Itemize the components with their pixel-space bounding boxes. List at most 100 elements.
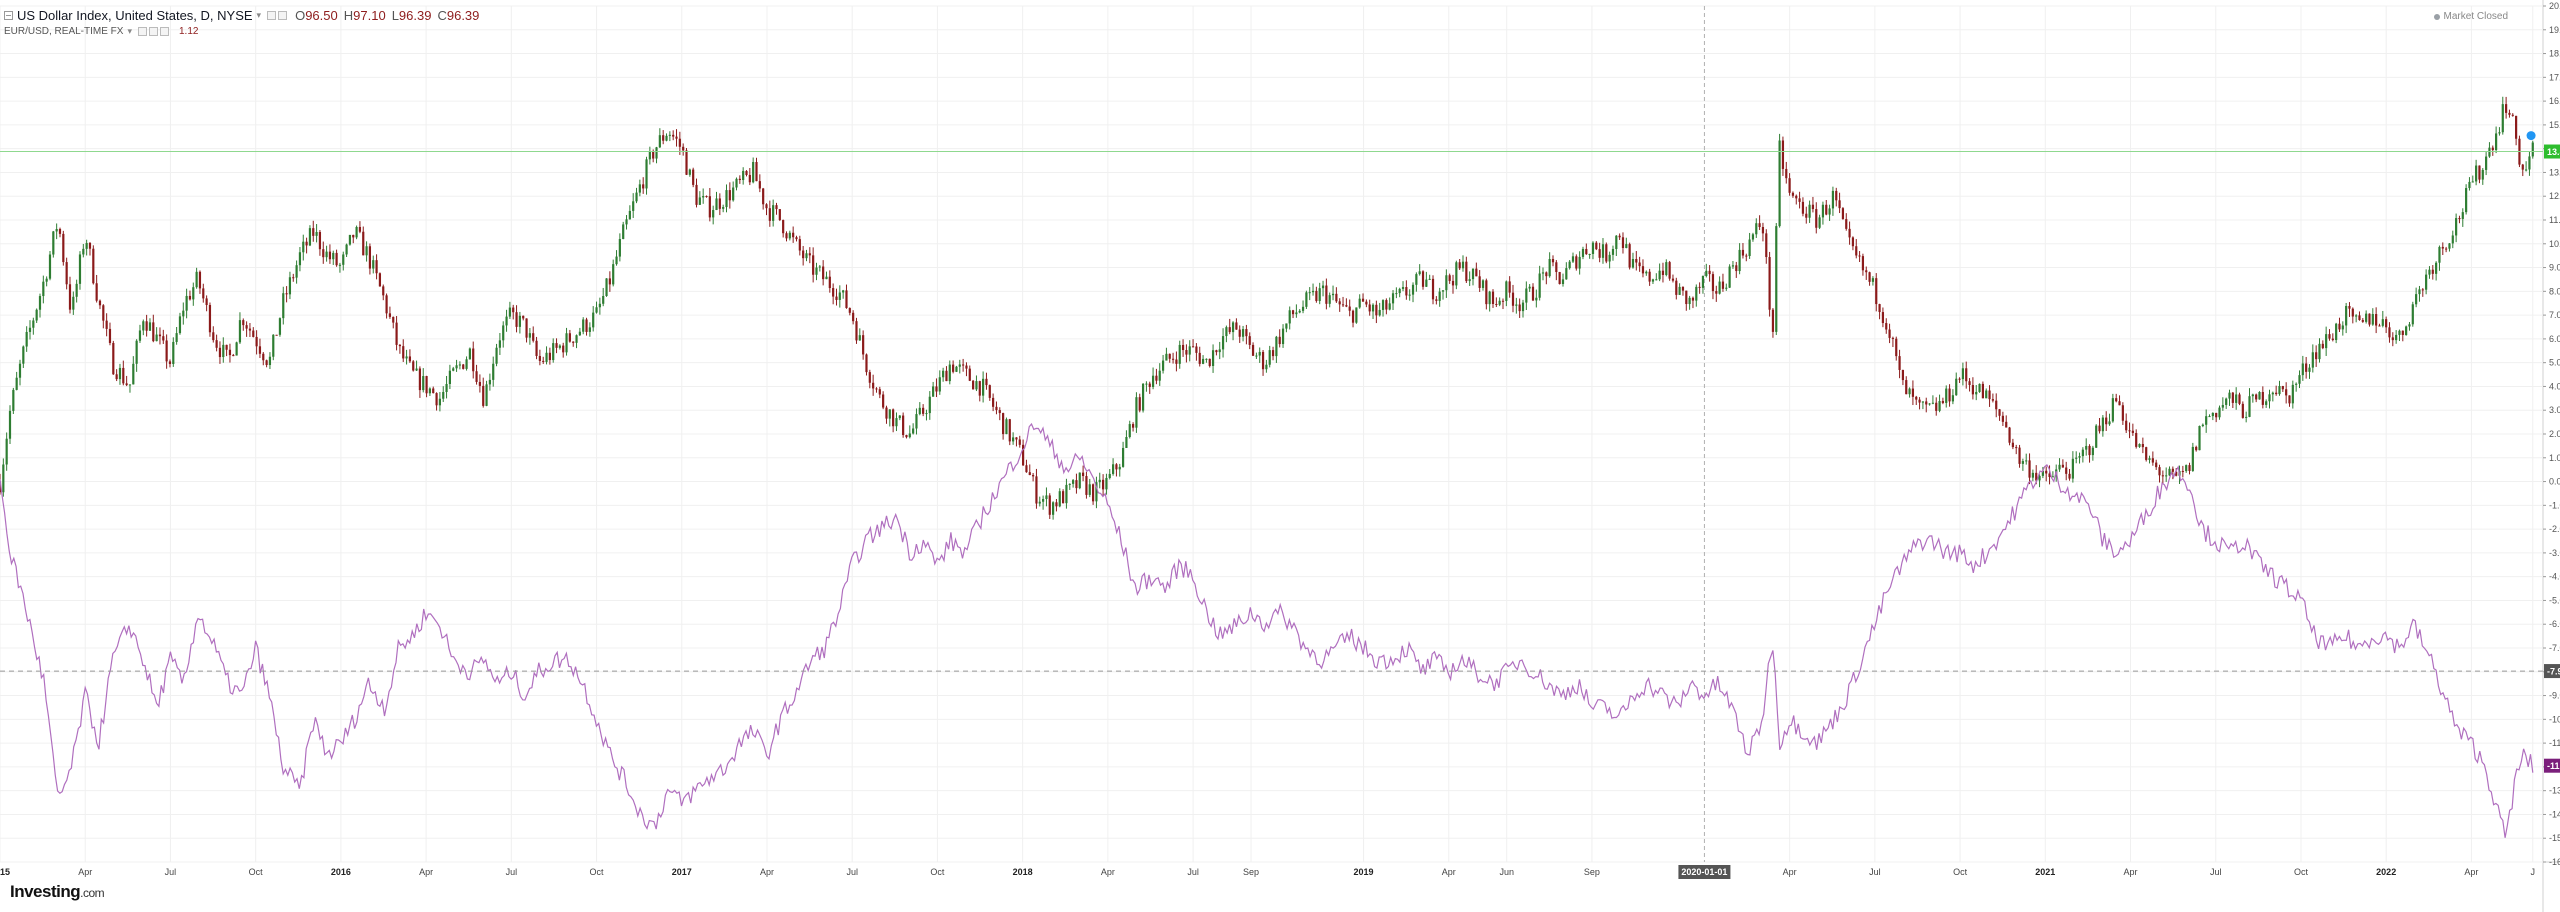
- candle-body: [1151, 375, 1155, 387]
- candle-body: [1121, 447, 1125, 467]
- candle-body: [792, 232, 795, 238]
- candle-body: [2031, 472, 2034, 478]
- candle-body: [432, 388, 435, 394]
- candle-body: [1255, 355, 1258, 357]
- candle-body: [2348, 305, 2351, 309]
- hide-square-icon[interactable]: [278, 11, 288, 20]
- candle-body: [172, 341, 175, 365]
- candle-body: [375, 260, 378, 274]
- candle-body: [2408, 324, 2411, 327]
- candle-body: [395, 322, 398, 345]
- candle-body: [2415, 294, 2418, 305]
- candle-body: [808, 253, 811, 256]
- candle-body: [848, 308, 851, 313]
- candle-body: [668, 134, 671, 136]
- y-tick-label: -16.00%: [2549, 857, 2560, 867]
- candle-body: [1581, 248, 1585, 257]
- candle-body: [615, 256, 618, 265]
- candle-body: [1691, 297, 1695, 301]
- chevron-down-icon[interactable]: ▾: [127, 26, 132, 36]
- candle-body: [1805, 213, 1808, 218]
- x-tick-label: Jul: [2210, 867, 2222, 877]
- candle-body: [2418, 289, 2421, 295]
- y-tick-label: -10.00%: [2549, 714, 2560, 724]
- x-tick-label: 2016: [331, 867, 351, 877]
- candle-body: [1528, 286, 1531, 289]
- candle-body: [1915, 396, 1918, 400]
- candle-body: [775, 205, 778, 210]
- x-axis[interactable]: 2015 Apr Jul Oct 2016 Apr Jul Oct 2017 Apr Jul Oct 2…: [0, 867, 2535, 877]
- candle-body: [2148, 458, 2151, 460]
- candle-body: [1721, 281, 1725, 289]
- settings-square-icon[interactable]: [267, 11, 277, 20]
- chevron-down-icon[interactable]: ▾: [256, 10, 262, 20]
- candle-body: [445, 384, 448, 393]
- main-symbol-title[interactable]: US Dollar Index, United States, D, NYSE: [17, 8, 253, 23]
- candle-body: [2475, 165, 2478, 182]
- candle-body: [1038, 501, 1041, 504]
- candle-body: [2288, 395, 2291, 404]
- candle-body: [1865, 270, 1868, 273]
- candle-body: [508, 307, 511, 317]
- candle-body: [32, 320, 35, 328]
- candle-body: [528, 333, 531, 338]
- collapse-icon[interactable]: [4, 11, 13, 20]
- candle-body: [2258, 391, 2261, 400]
- candle-body: [98, 300, 102, 306]
- candle-body: [418, 368, 422, 391]
- candle-body: [2261, 391, 2264, 405]
- candle-body: [2181, 470, 2184, 472]
- candle-body: [225, 344, 228, 350]
- candle-body: [472, 348, 475, 372]
- candle-body: [282, 293, 285, 319]
- candle-body: [382, 286, 385, 296]
- candle-body: [1825, 204, 1828, 215]
- candle-body: [1795, 195, 1798, 199]
- candle-body: [1645, 271, 1648, 274]
- remove-square-icon[interactable]: [160, 27, 169, 36]
- candle-body: [1551, 258, 1555, 263]
- candle-body: [1781, 140, 1785, 169]
- candle-body: [765, 204, 768, 209]
- candle-body: [1325, 285, 1328, 304]
- price-badge-label-dxy-last: 13.88%: [2547, 147, 2560, 157]
- x-tick-label: Oct: [2294, 867, 2309, 877]
- candle-body: [1075, 480, 1078, 489]
- candle-body: [582, 319, 585, 332]
- candle-body: [1891, 337, 1895, 339]
- candle-body: [2315, 352, 2318, 360]
- candle-body: [1178, 344, 1181, 364]
- candle-body: [2061, 464, 2064, 468]
- candle-body: [562, 345, 565, 353]
- candle-body: [1788, 178, 1791, 193]
- candle-body: [515, 312, 518, 327]
- y-tick-label: 10.00%: [2549, 239, 2560, 249]
- candle-body: [52, 231, 55, 255]
- candle-body: [768, 208, 771, 221]
- candle-body: [1895, 338, 1898, 357]
- candle-body: [2438, 246, 2441, 263]
- candle-body: [1105, 477, 1108, 490]
- candle-body: [1685, 290, 1688, 305]
- candle-body: [588, 327, 591, 332]
- candle-body: [268, 356, 272, 366]
- candle-body: [82, 248, 85, 255]
- candle-body: [1458, 262, 1461, 269]
- candle-body: [505, 316, 508, 326]
- candle-body: [2118, 401, 2121, 406]
- settings-square-icon[interactable]: [138, 27, 147, 36]
- hide-square-icon[interactable]: [149, 27, 158, 36]
- candle-body: [1655, 279, 1658, 281]
- compare-symbol-title[interactable]: EUR/USD, REAL-TIME FX: [4, 26, 124, 37]
- candle-body: [125, 383, 128, 386]
- candle-body: [1032, 475, 1035, 477]
- candle-body: [2098, 425, 2101, 432]
- candle-body: [1291, 310, 1295, 315]
- candle-body: [162, 336, 165, 341]
- candle-body: [2171, 468, 2174, 472]
- x-tick-label: Apr: [1101, 867, 1115, 877]
- candle-body: [1878, 304, 1881, 313]
- candle-body: [1251, 344, 1255, 356]
- candle-body: [1555, 262, 1558, 273]
